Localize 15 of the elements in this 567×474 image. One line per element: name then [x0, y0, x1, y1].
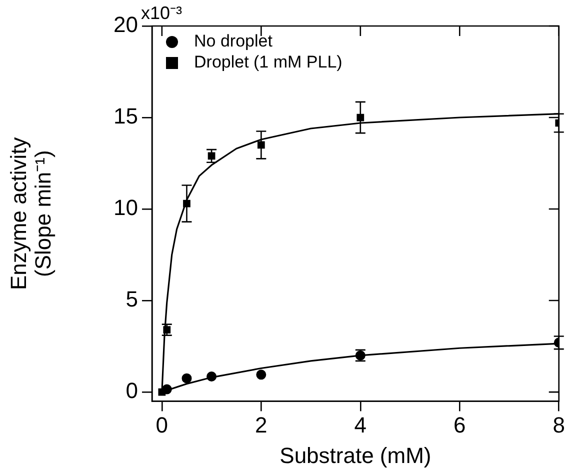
y-tick-label: 10: [114, 195, 138, 220]
y-axis-title: Enzyme activity (Slope min⁻¹): [6, 137, 56, 290]
x-axis-title: Substrate (mM): [280, 442, 432, 468]
x-tick-label: 8: [552, 412, 566, 438]
y-tick-label: 0: [126, 378, 138, 404]
y-tick-label: 20: [114, 12, 138, 38]
x-tick-label: 6: [454, 412, 466, 438]
x-tick-label: 2: [255, 412, 268, 438]
y-tick-label: 5: [126, 286, 138, 312]
legend-label: Droplet (1 mM PLL): [194, 52, 342, 72]
legend-label: No droplet: [194, 32, 273, 51]
x-tick-label: 4: [354, 412, 367, 438]
x-tick-label: 0: [156, 412, 168, 438]
text: x10⁻³: [141, 2, 182, 23]
y-tick-label: 15: [114, 104, 138, 129]
